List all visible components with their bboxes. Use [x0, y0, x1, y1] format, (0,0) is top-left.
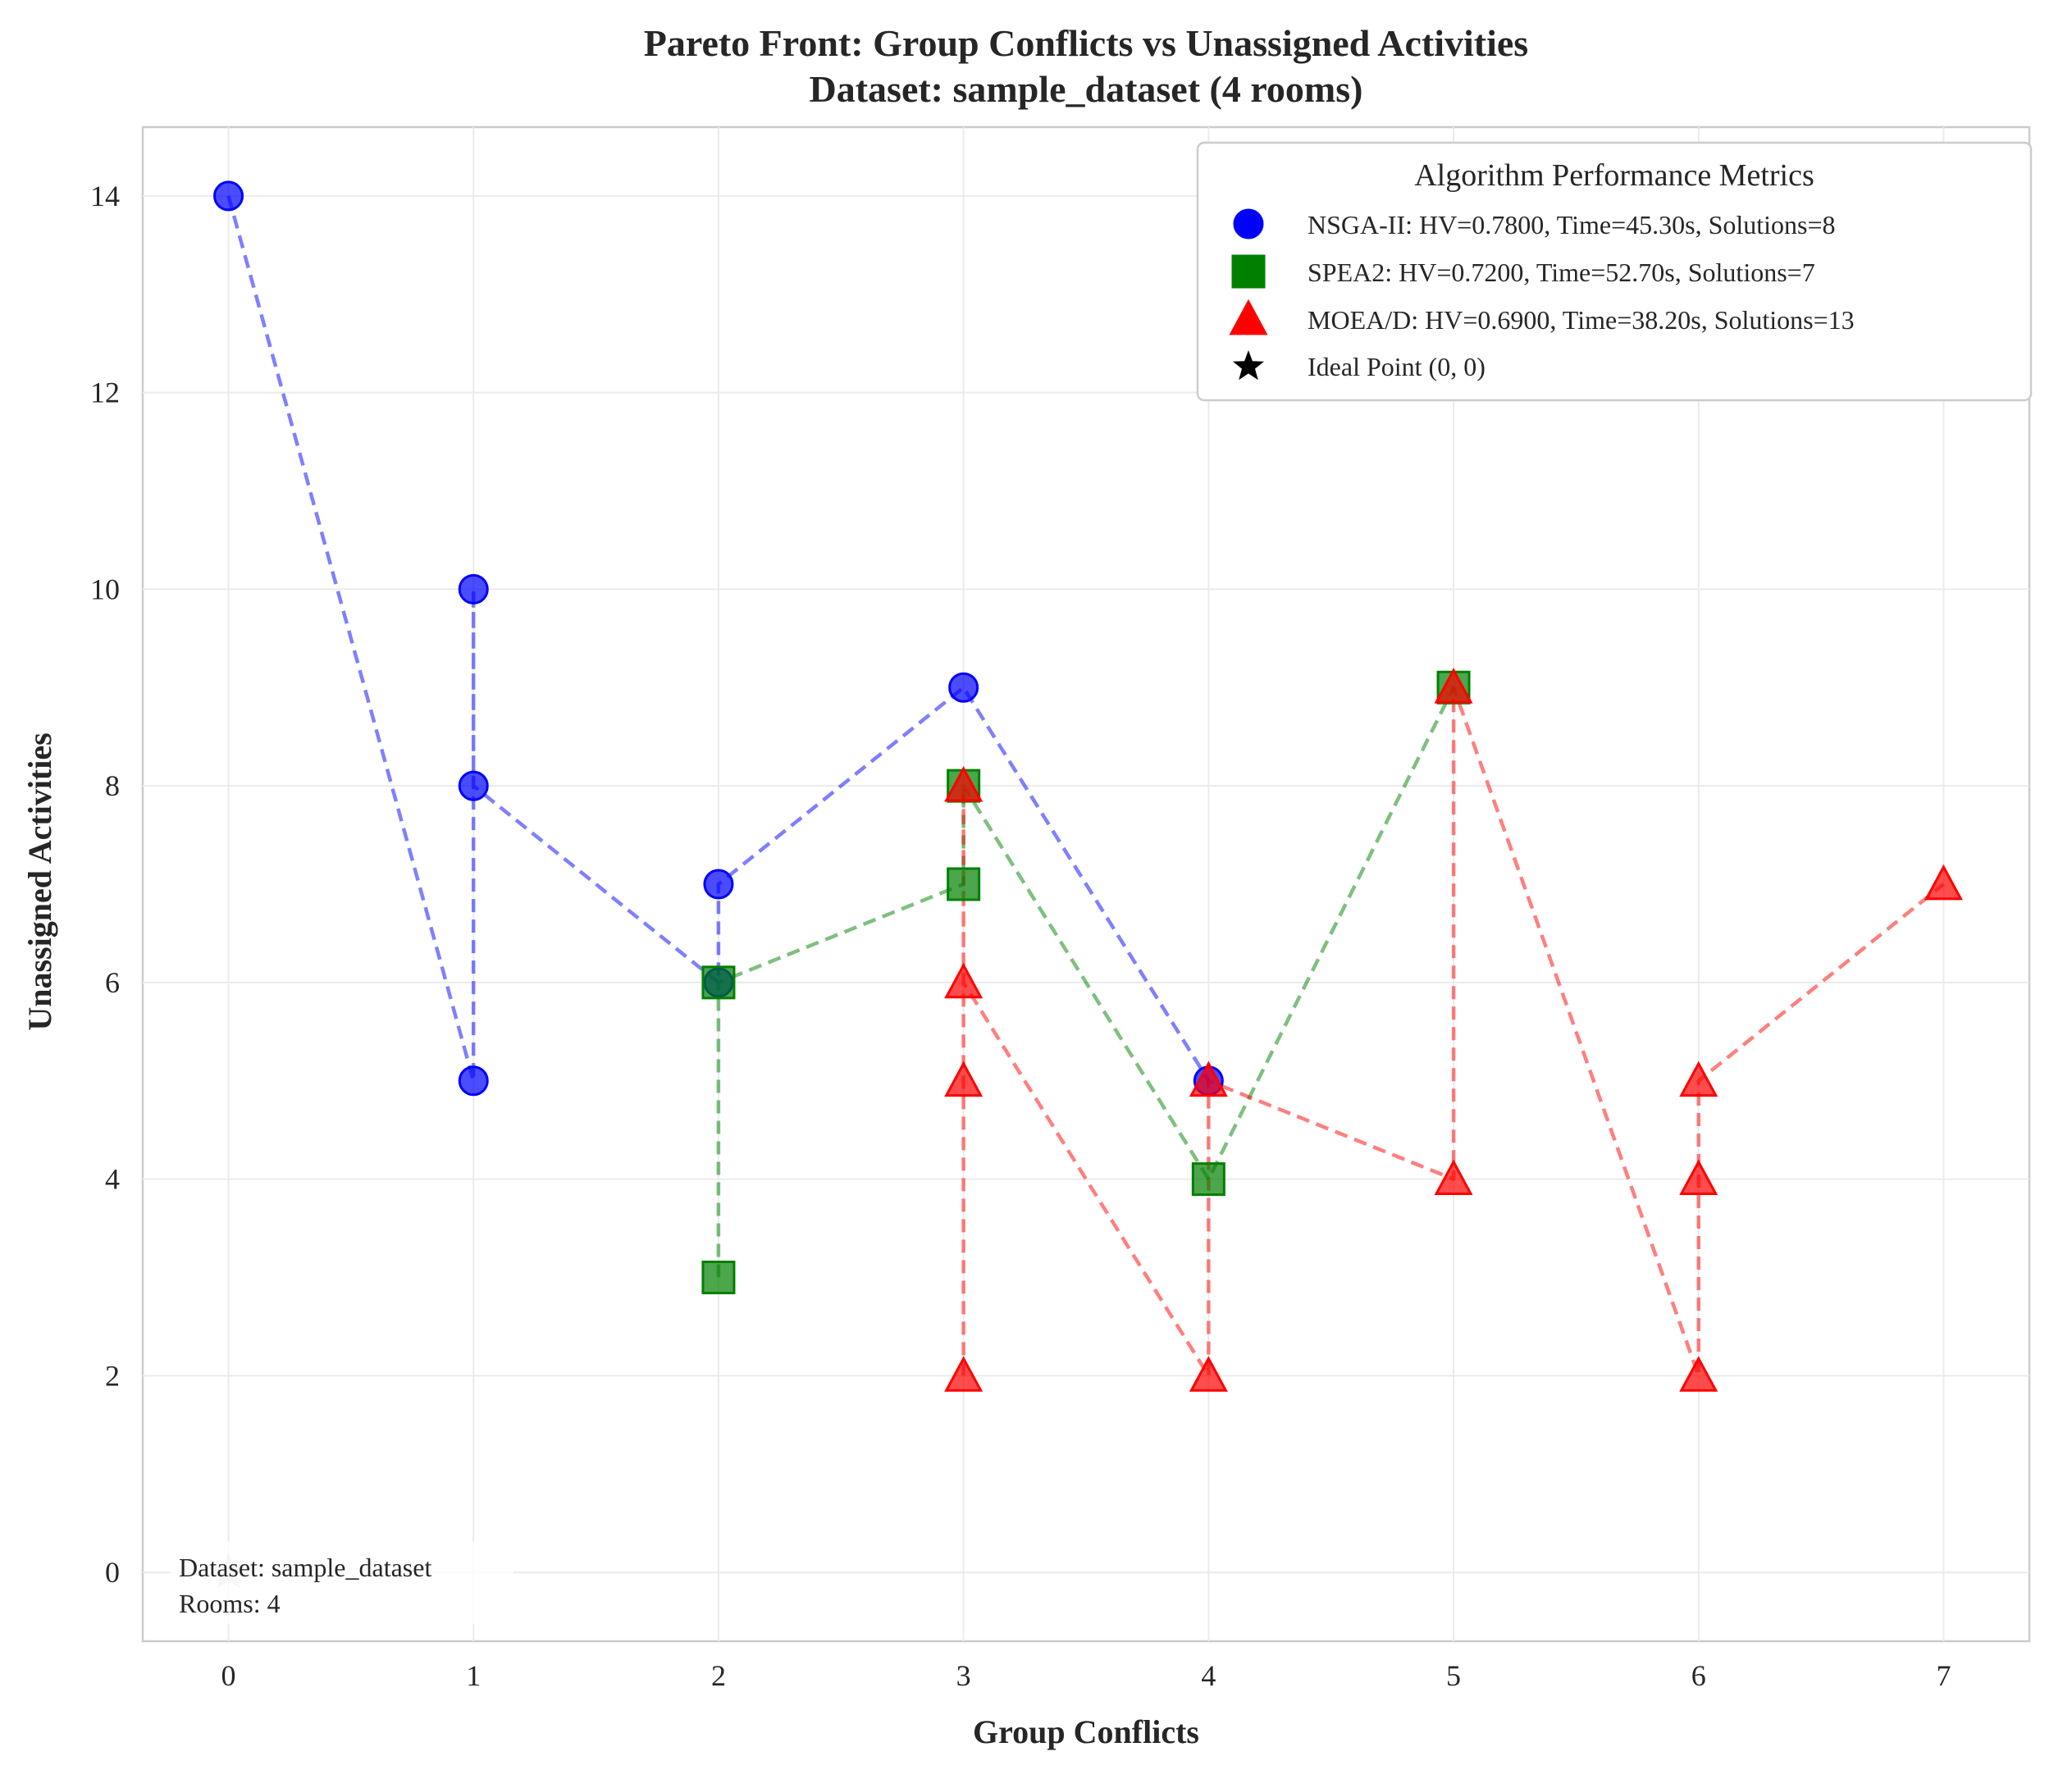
- marker-spea2-point: [1191, 1162, 1225, 1197]
- legend-symbol-nsga2: [1233, 208, 1264, 239]
- marker-moead-point: [1679, 1159, 1718, 1195]
- y-tick-label: 12: [90, 376, 120, 409]
- marker-spea2-point: [701, 1260, 736, 1294]
- x-tick-label: 6: [1691, 1659, 1706, 1692]
- x-tick-label: 4: [1201, 1659, 1216, 1692]
- legend: Algorithm Performance Metrics NSGA-II: H…: [1196, 141, 2033, 402]
- legend-symbol-spea2: [1231, 254, 1266, 289]
- y-tick-label: 0: [105, 1556, 120, 1589]
- x-tick-label: 2: [711, 1659, 726, 1692]
- marker-moead-point: [1189, 1356, 1228, 1392]
- y-tick-label: 6: [105, 966, 120, 999]
- chart-title: Pareto Front: Group Conflicts vs Unassig…: [644, 22, 1528, 64]
- marker-moead-point: [1189, 1061, 1228, 1097]
- annotation-rooms: Rooms: 4: [179, 1589, 281, 1618]
- marker-nsga2-point: [458, 573, 489, 604]
- legend-title: Algorithm Performance Metrics: [1414, 158, 1814, 193]
- marker-moead-point: [944, 1356, 984, 1392]
- marker-nsga2-point: [213, 180, 244, 212]
- y-tick-label: 2: [105, 1359, 120, 1392]
- series-markers: [213, 180, 1963, 1392]
- x-tick-label: 5: [1446, 1659, 1461, 1692]
- legend-label-nsga2: NSGA-II: HV=0.7800, Time=45.30s, Solutio…: [1308, 210, 1836, 239]
- marker-moead-point: [1679, 1061, 1718, 1097]
- marker-nsga2-point: [458, 770, 489, 801]
- x-tick-label: 7: [1936, 1659, 1951, 1692]
- marker-moead-point: [1679, 1356, 1718, 1392]
- legend-symbol-moead: [1229, 299, 1268, 335]
- marker-spea2-point: [947, 867, 981, 901]
- annotation-box: [171, 1542, 513, 1624]
- legend-symbols: [1229, 208, 1268, 381]
- x-tick-label: 0: [221, 1659, 236, 1692]
- y-tick-labels: 0 2 4 6 8 10 12 14: [90, 180, 120, 1589]
- x-axis-label: Group Conflicts: [973, 1713, 1199, 1750]
- y-tick-label: 4: [105, 1163, 120, 1196]
- marker-moead-point: [944, 962, 984, 999]
- marker-nsga2-point: [703, 869, 734, 900]
- chart-subtitle: Dataset: sample_dataset (4 rooms): [810, 68, 1363, 110]
- marker-spea2-point: [701, 965, 736, 1000]
- marker-moead-point: [1924, 864, 1963, 901]
- legend-label-moead: MOEA/D: HV=0.6900, Time=38.20s, Solution…: [1308, 305, 1855, 335]
- marker-moead-point: [944, 765, 984, 802]
- marker-moead-point: [1434, 1159, 1473, 1195]
- series-line-nsga2: [226, 195, 1211, 1083]
- x-tick-label: 1: [466, 1659, 481, 1692]
- annotation-dataset: Dataset: sample_dataset: [179, 1553, 431, 1582]
- marker-nsga2-point: [458, 1065, 489, 1097]
- marker-nsga2-point: [948, 672, 979, 703]
- legend-frame: [1196, 141, 2033, 402]
- marker-moead-point: [944, 1061, 984, 1097]
- y-tick-label: 14: [90, 180, 120, 212]
- y-tick-label: 8: [105, 769, 120, 802]
- marker-moead-point: [1434, 668, 1473, 704]
- x-tick-label: 3: [956, 1659, 971, 1692]
- legend-label-spea2: SPEA2: HV=0.7200, Time=52.70s, Solutions…: [1308, 258, 1815, 287]
- x-tick-labels: 0 1 2 3 4 5 6 7: [221, 1659, 1951, 1692]
- legend-symbol-ideal-point: [1233, 350, 1264, 381]
- legend-label-ideal-point: Ideal Point (0, 0): [1308, 352, 1486, 381]
- y-tick-label: 10: [90, 572, 120, 605]
- y-axis-label: Unassigned Activities: [21, 732, 58, 1030]
